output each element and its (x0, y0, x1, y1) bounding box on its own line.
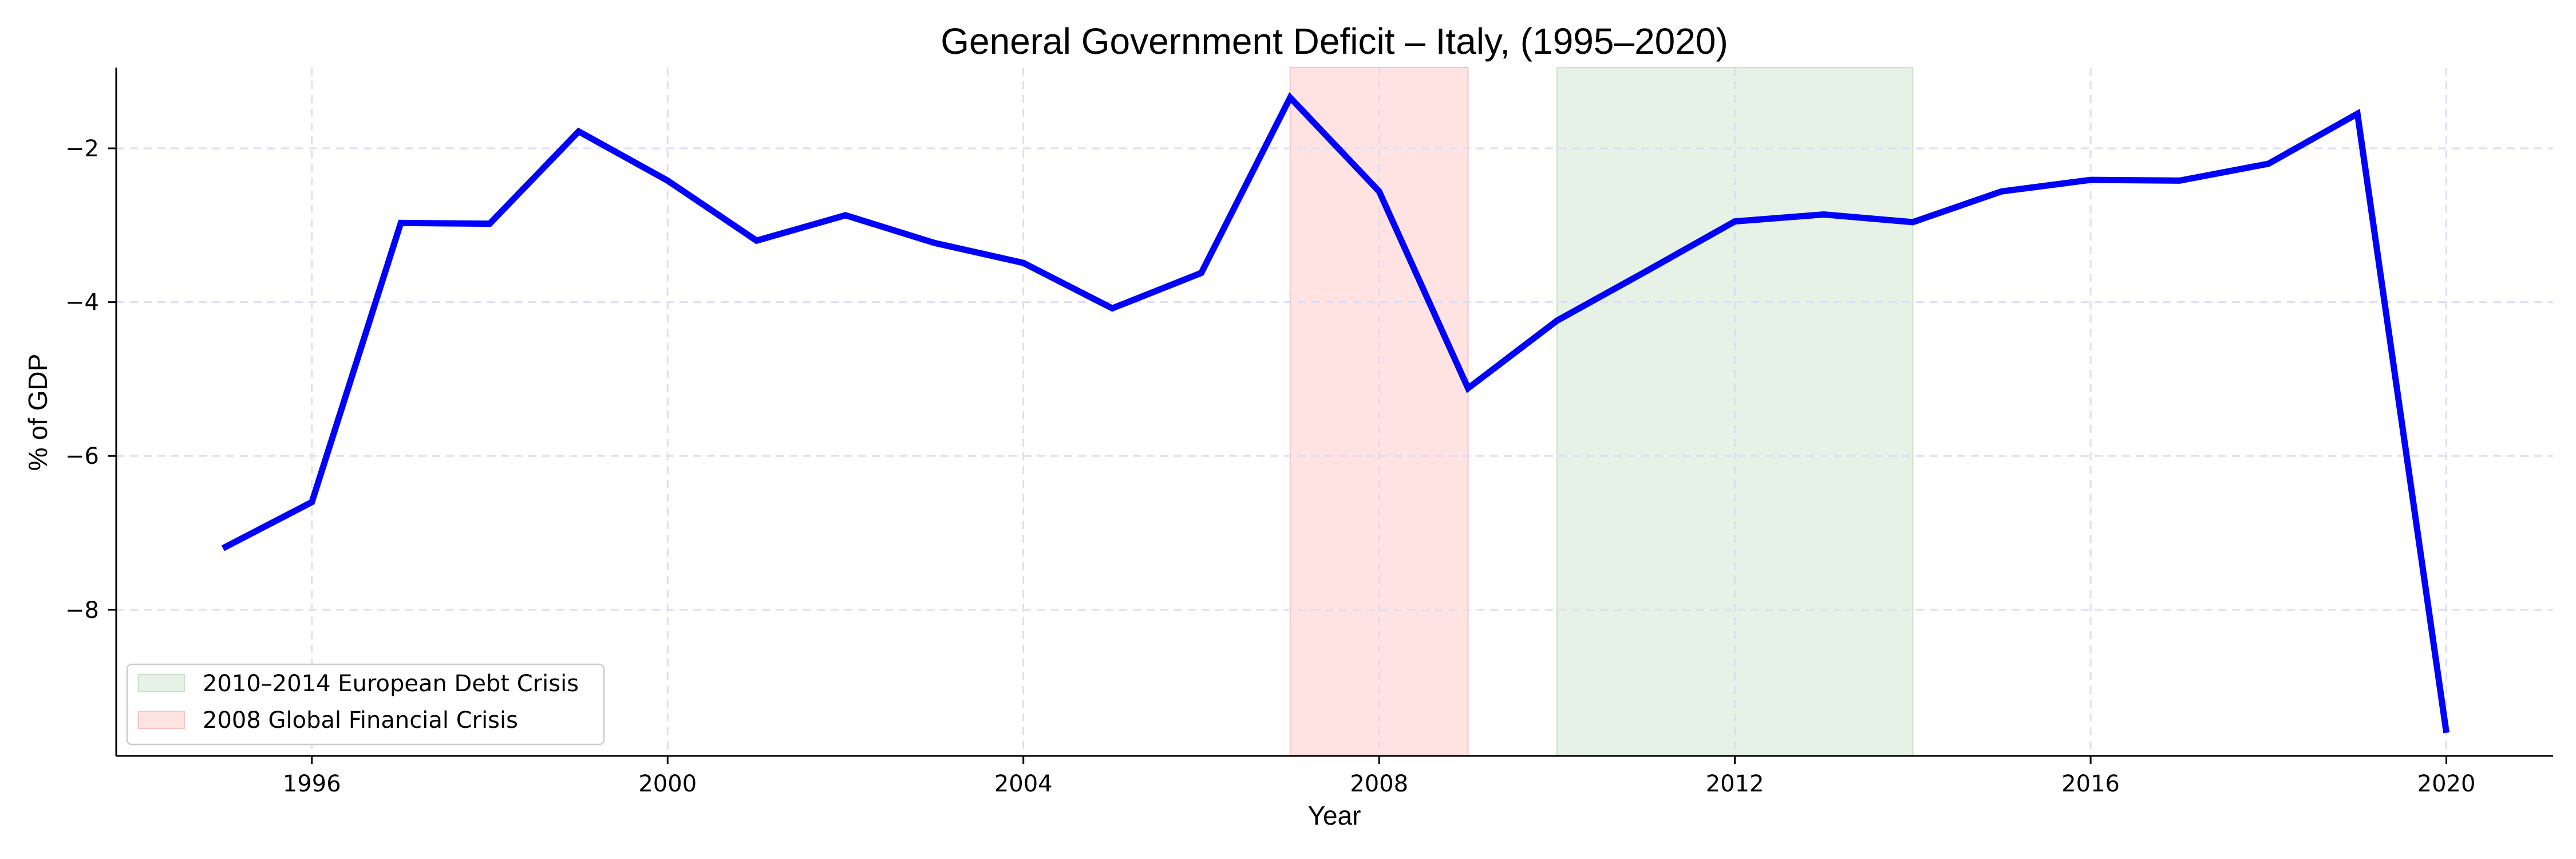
axes (115, 68, 2553, 757)
y-tick-label: −4 (65, 290, 99, 316)
y-tick-label: −2 (65, 136, 99, 162)
x-tick-label: 2008 (1350, 771, 1408, 797)
x-tick-label: 2000 (638, 771, 697, 797)
legend-swatch-debt-crisis (138, 674, 185, 692)
ticks: 1996 2000 2004 2008 2012 2016 2020 −8 −6 −4 −2 (65, 136, 2475, 797)
x-tick-label: 2020 (2417, 771, 2476, 797)
x-tick-label: 2012 (1706, 771, 1764, 797)
legend-label-debt-crisis: 2010–2014 European Debt Crisis (203, 671, 579, 697)
y-tick-label: −8 (65, 597, 99, 624)
x-axis-label: Year (1308, 801, 1361, 830)
series-layer (221, 92, 2450, 734)
chart-title: General Government Deficit – Italy, (199… (941, 21, 1728, 62)
y-tick-label: −6 (65, 443, 99, 470)
x-tick-label: 2004 (994, 771, 1053, 797)
grid (116, 68, 2553, 756)
x-tick-label: 2016 (2061, 771, 2120, 797)
legend-frame (126, 663, 605, 746)
shaded-regions (1289, 67, 1914, 756)
series-line-0 (221, 92, 2450, 734)
legend-label-financial-crisis: 2008 Global Financial Crisis (203, 707, 518, 734)
x-tick-label: 1996 (283, 771, 341, 797)
legend: 2010–2014 European Debt Crisis 2008 Glob… (126, 663, 605, 746)
legend-swatch-financial-crisis (138, 711, 185, 729)
y-axis-label: % of GDP (23, 354, 53, 471)
